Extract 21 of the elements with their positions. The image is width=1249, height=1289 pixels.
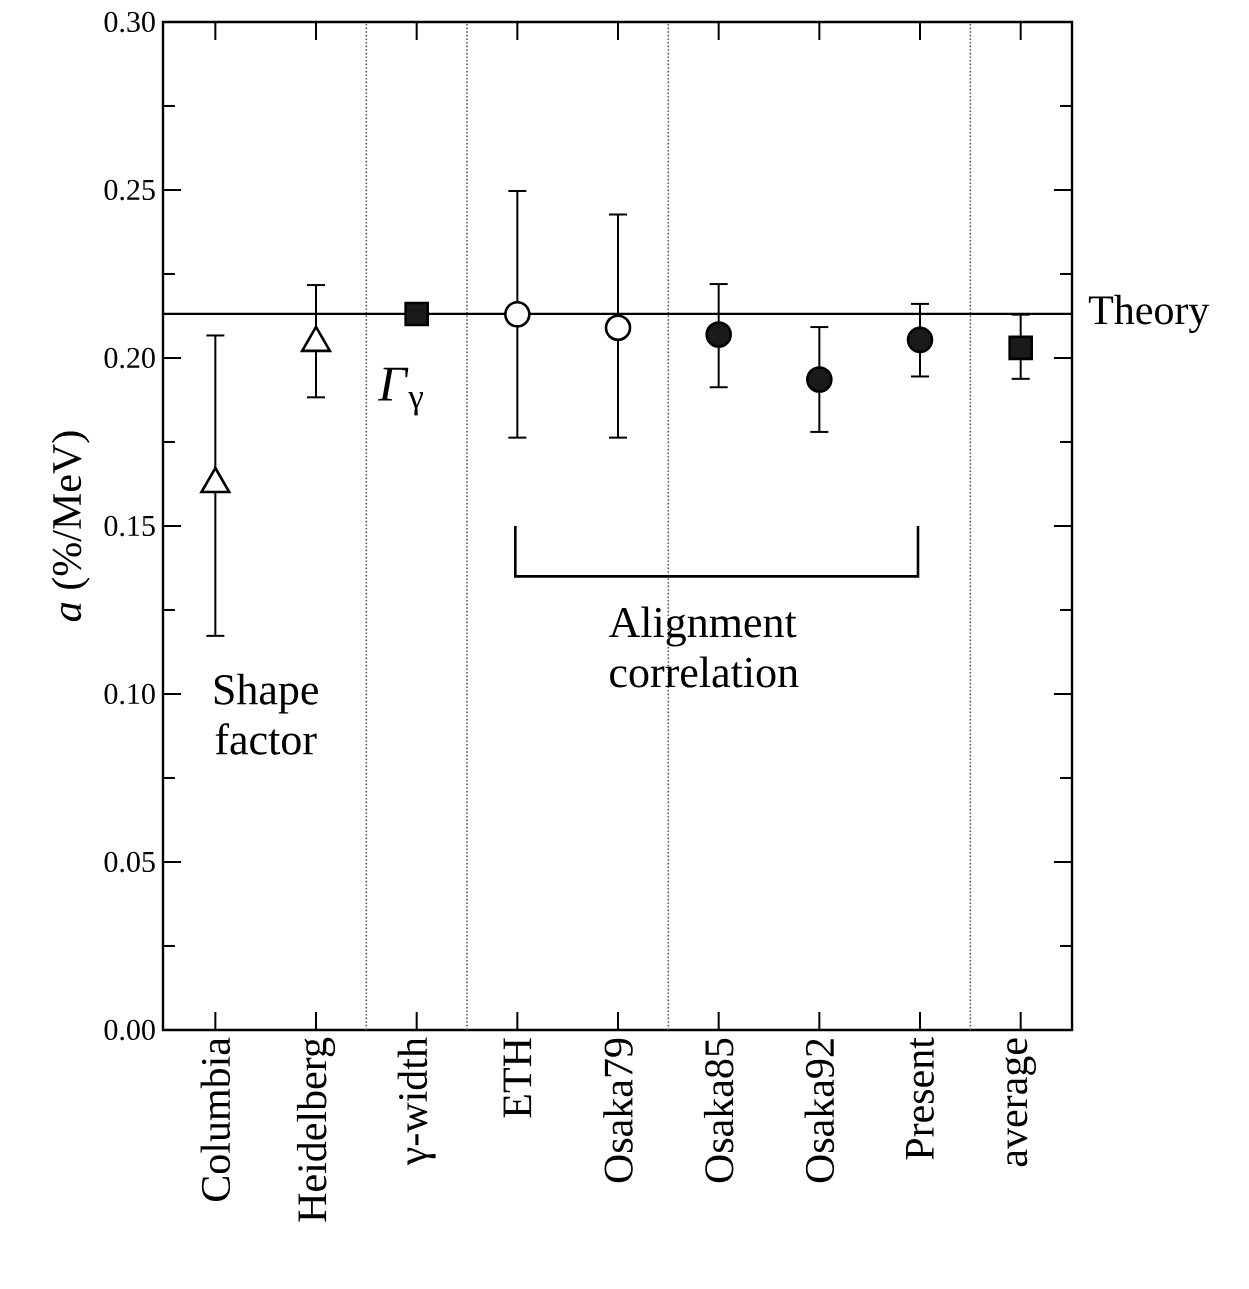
x-tick-label: average: [1005, 1038, 1036, 1167]
y-tick-label: 0.30: [104, 11, 155, 33]
x-tick-label: Osaka92: [804, 1039, 835, 1183]
y-tick-label: 0.25: [104, 179, 155, 201]
annotation: Alignment correlation: [608, 606, 799, 688]
y-tick-label: 0.00: [104, 1019, 155, 1041]
y-axis-title: a (%/MeV): [51, 431, 90, 621]
x-tick-label: Osaka79: [603, 1038, 633, 1183]
annotation: Shape factor: [214, 673, 318, 755]
annotation: Γ$_{γ}$: [377, 367, 424, 416]
x-tick-label: Columbia: [200, 1037, 231, 1201]
y-tick-label: 0.15: [104, 515, 155, 537]
y-tick-label: 0.20: [104, 347, 155, 369]
y-tick-label: 0.10: [104, 683, 155, 705]
x-tick-label: Present: [906, 1037, 934, 1160]
x-tick-label: Osaka85: [703, 1038, 734, 1183]
x-tick-label: γ-width: [397, 1037, 436, 1166]
ref-line-label: Theory: [1088, 294, 1210, 334]
x-tick-label: ETH: [503, 1038, 532, 1118]
y-tick-label: 0.05: [104, 851, 155, 873]
x-tick-label: Heidelberg: [296, 1037, 336, 1222]
